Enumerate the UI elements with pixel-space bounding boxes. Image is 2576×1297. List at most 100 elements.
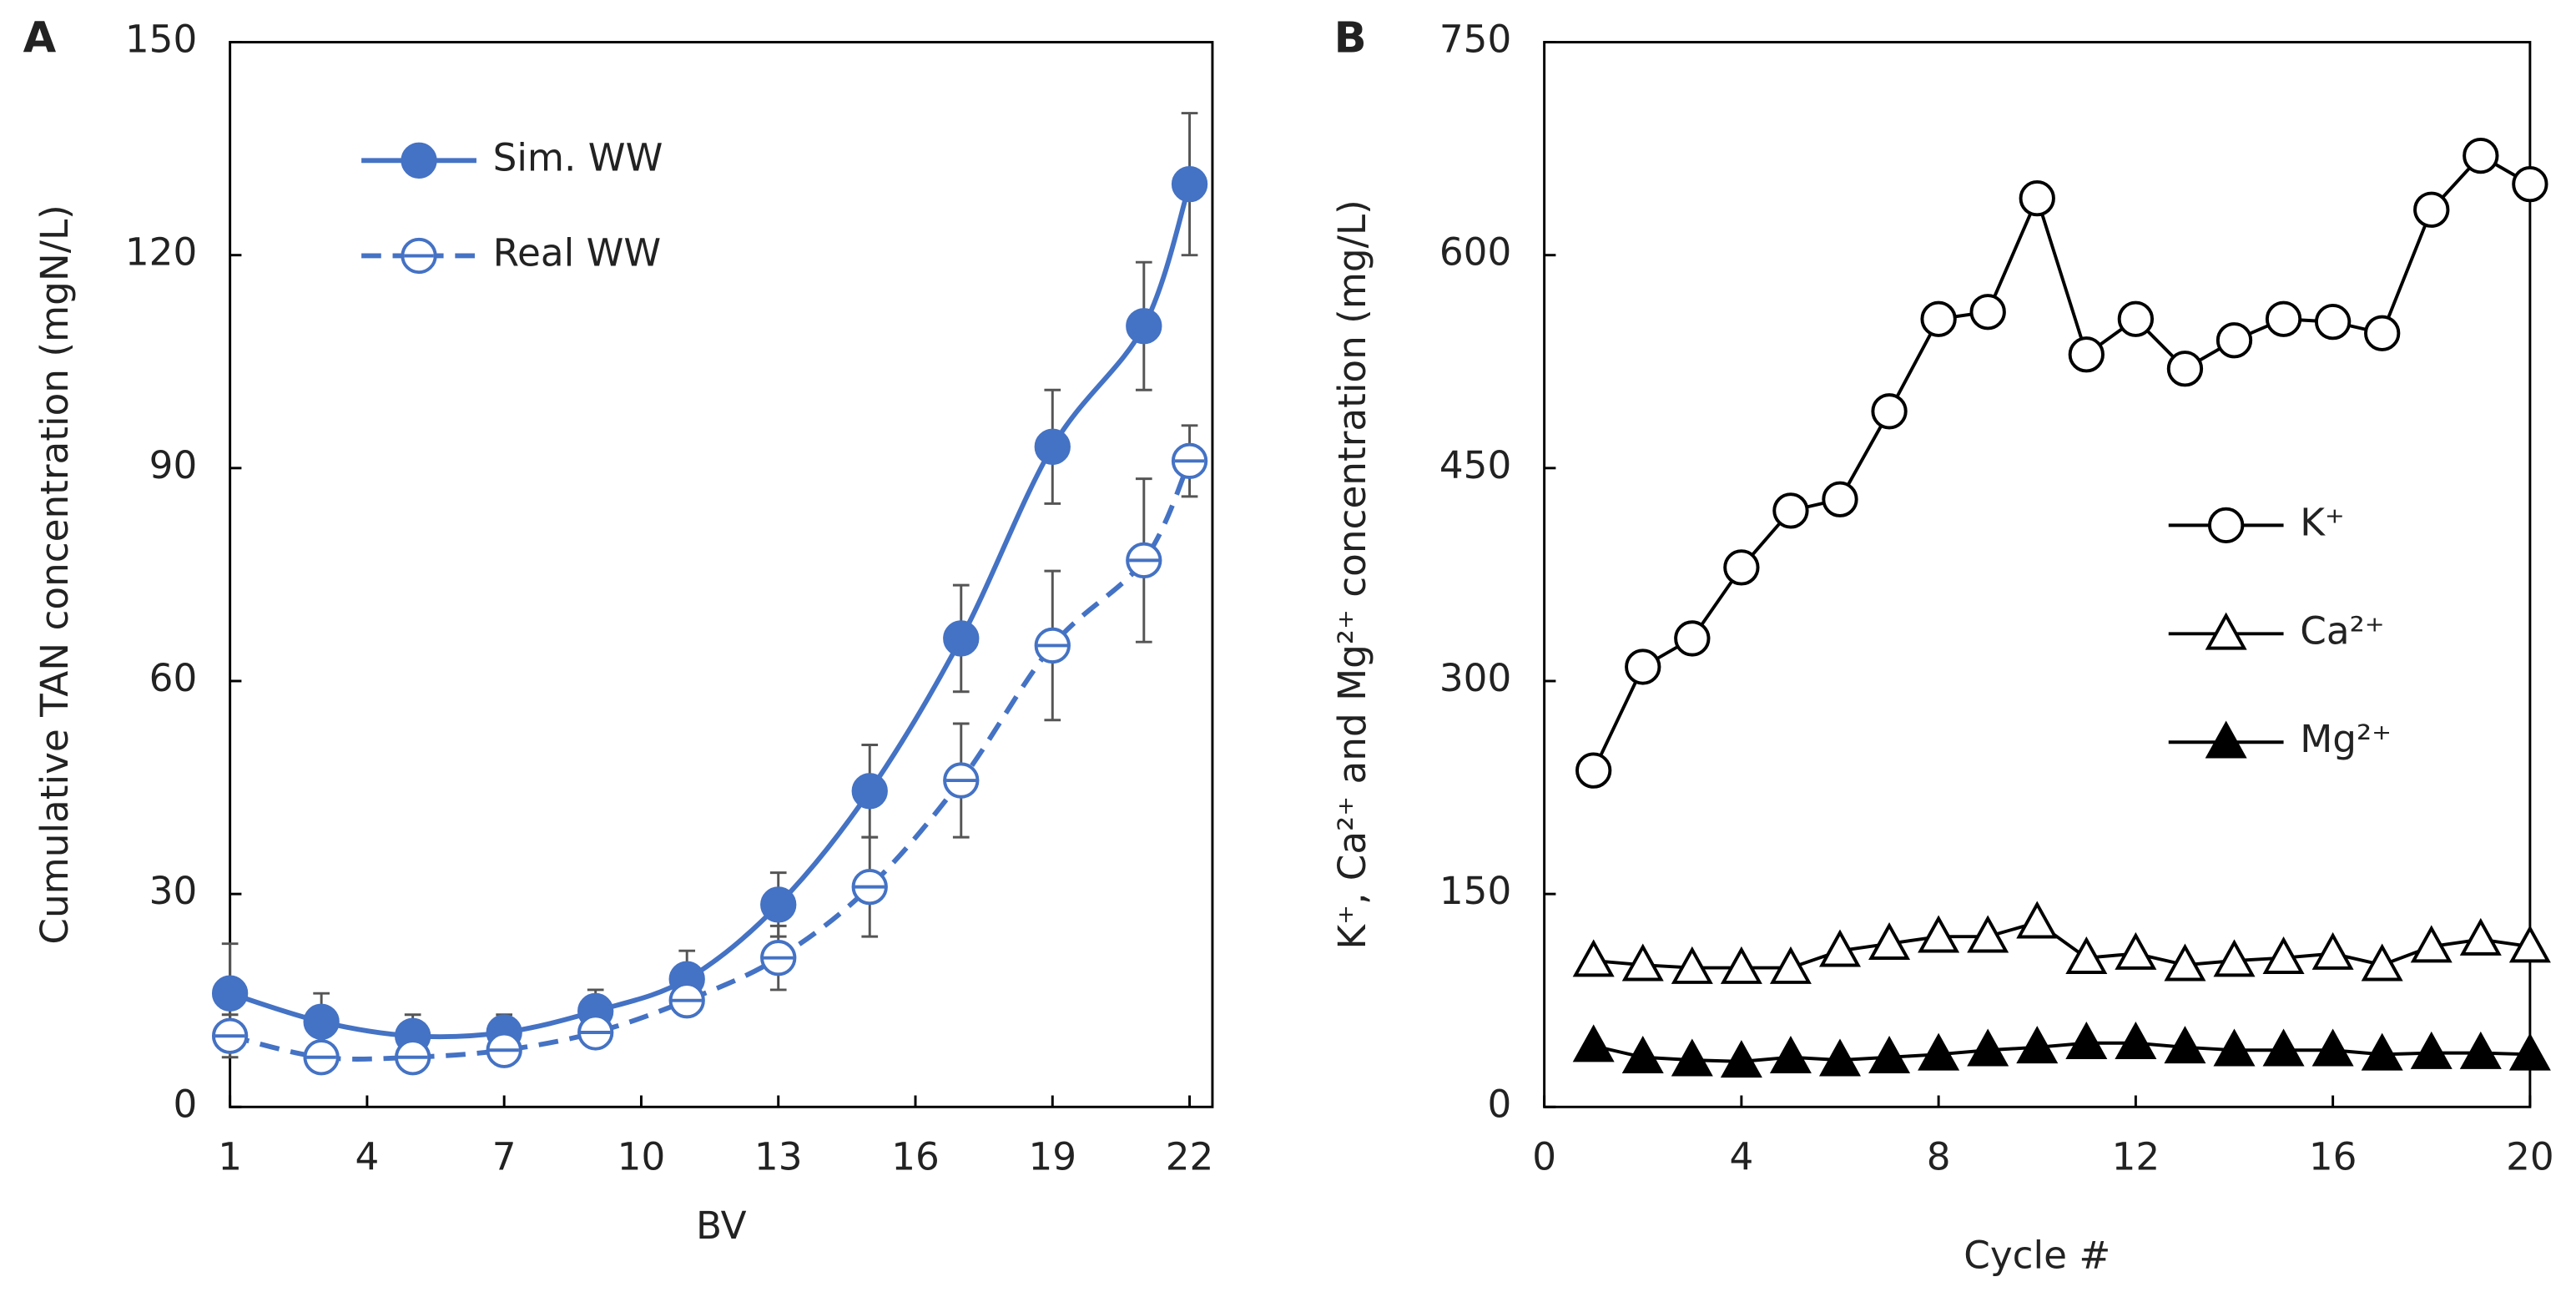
y-tick-label: 150 [125,18,197,62]
x-tick-label: 10 [618,1134,666,1178]
marker [2311,1028,2354,1067]
marker [1818,1038,1862,1077]
marker [1674,620,1711,657]
marker [2508,925,2551,963]
marker [943,620,980,657]
y-tick-label: 30 [149,869,198,913]
marker [2115,1022,2157,1060]
marker [2314,303,2352,341]
marker [2019,179,2055,217]
x-tick-label: 19 [1028,1134,1076,1178]
y-tick-label: 750 [1439,18,1511,62]
marker [2410,925,2452,963]
marker [1720,946,1762,984]
marker [303,1003,340,1040]
marker [1772,492,1809,529]
legend-label: Ca²⁺ [2300,608,2384,653]
marker [2016,901,2059,939]
marker [1918,915,1960,953]
x-tick-label: 0 [1532,1134,1556,1178]
marker [2213,1028,2256,1067]
marker [1769,1036,1812,1074]
y-tick-label: 90 [149,443,198,487]
legend-marker [401,142,437,179]
series-line [229,460,1192,1062]
marker [1871,393,1908,430]
marker [2361,943,2403,982]
marker [851,773,888,810]
marker [1126,308,1162,345]
x-tick-label: 12 [2112,1134,2160,1178]
marker [2508,1032,2551,1071]
x-axis-title: BV [696,1204,747,1248]
marker [1920,300,1957,337]
legend-symbol [2205,612,2247,650]
marker [1671,946,1713,984]
marker [2115,931,2157,970]
marker [1034,428,1071,465]
y-axis-title: K⁺, Ca²⁺ and Mg²⁺ concentration (mg/L) [1330,199,1374,949]
marker [1171,165,1208,203]
marker [2262,936,2305,974]
y-tick-label: 120 [125,230,197,275]
marker [1723,549,1760,586]
marker [1868,1036,1911,1074]
marker [1625,648,1661,685]
legend-label: K⁺ [2300,500,2345,544]
y-tick-label: 0 [173,1082,197,1126]
legend-marker [401,237,437,275]
marker [2065,936,2108,974]
legend-label: Real WW [493,230,662,275]
panel-label: A [23,13,57,63]
marker [2459,1031,2502,1069]
x-tick-label: 16 [2309,1134,2357,1178]
panel-label: B [1334,13,1367,63]
series-line [229,183,1192,1040]
marker [2068,336,2105,373]
marker [2065,1022,2108,1060]
marker [2216,322,2253,359]
y-tick-label: 150 [1439,869,1511,913]
marker [2016,1026,2059,1064]
marker [2166,351,2204,387]
marker [2164,943,2206,982]
marker [211,975,249,1012]
marker [2311,931,2354,970]
marker [2459,917,2502,956]
y-tick-label: 60 [149,656,198,700]
marker [1967,1028,2009,1067]
x-tick-label: 20 [2506,1134,2554,1178]
marker [2213,939,2256,977]
marker [1720,1040,1762,1078]
marker [1868,921,1911,960]
legend-symbol [2205,720,2247,759]
marker [2262,1028,2305,1067]
legend-marker [2208,507,2245,543]
marker [2512,165,2548,203]
legend-label: Sim. WW [493,135,663,179]
legend-symbol [2208,507,2245,543]
x-tick-label: 1 [218,1134,242,1178]
marker [2413,191,2450,228]
legend-symbol [401,142,437,179]
marker [1967,915,2009,953]
marker [1572,1024,1615,1062]
marker [1575,752,1612,789]
marker [1822,481,1858,517]
marker [1621,1036,1664,1074]
marker [2364,315,2401,351]
x-tick-label: 8 [1927,1134,1951,1178]
marker [2117,300,2155,337]
x-tick-label: 22 [1166,1134,1214,1178]
x-tick-label: 13 [754,1134,803,1178]
marker [2463,137,2499,174]
marker [1818,929,1862,967]
legend-marker [2205,612,2247,650]
marker [2410,1031,2452,1069]
y-tick-label: 600 [1439,230,1511,275]
series-line [1591,154,2531,771]
legend-marker [2205,720,2247,759]
x-tick-label: 4 [1729,1134,1753,1178]
legend-label: Mg²⁺ [2300,717,2392,761]
